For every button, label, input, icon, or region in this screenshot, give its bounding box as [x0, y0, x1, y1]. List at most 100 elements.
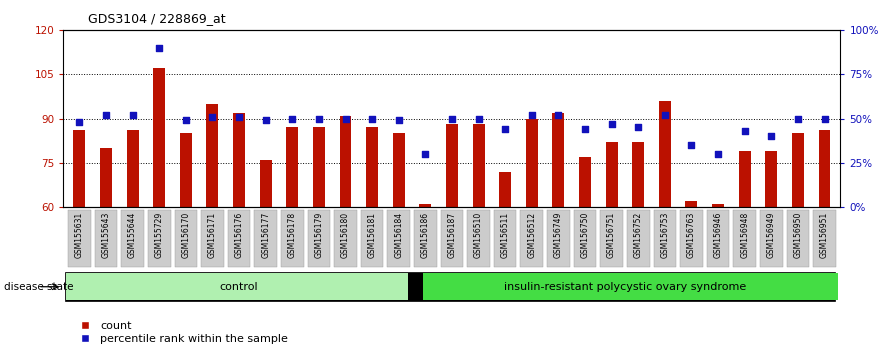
FancyBboxPatch shape: [574, 210, 596, 267]
Point: [578, 126, 592, 132]
Text: GSM155643: GSM155643: [101, 212, 110, 258]
Text: GSM156180: GSM156180: [341, 212, 350, 258]
FancyBboxPatch shape: [440, 210, 463, 267]
Point: [498, 126, 512, 132]
Bar: [605, 142, 618, 207]
FancyBboxPatch shape: [388, 210, 410, 267]
Text: GSM156753: GSM156753: [661, 212, 670, 258]
Bar: [766, 151, 777, 207]
Point: [126, 112, 140, 118]
Bar: [579, 157, 591, 207]
Bar: [206, 104, 218, 207]
Point: [285, 116, 300, 121]
Point: [72, 119, 86, 125]
Text: GSM156512: GSM156512: [528, 212, 537, 258]
FancyBboxPatch shape: [707, 210, 729, 267]
FancyBboxPatch shape: [760, 210, 782, 267]
FancyBboxPatch shape: [94, 210, 117, 267]
FancyBboxPatch shape: [228, 210, 250, 267]
Text: GSM155644: GSM155644: [128, 212, 137, 258]
Text: GSM156949: GSM156949: [766, 212, 776, 258]
Point: [99, 112, 113, 118]
Bar: [552, 113, 565, 207]
Point: [791, 116, 805, 121]
Bar: [419, 204, 432, 207]
FancyBboxPatch shape: [255, 210, 277, 267]
Point: [525, 112, 539, 118]
FancyBboxPatch shape: [65, 273, 835, 301]
Text: GSM156511: GSM156511: [500, 212, 510, 258]
Bar: [127, 130, 138, 207]
Point: [152, 45, 167, 51]
Text: GSM156179: GSM156179: [315, 212, 323, 258]
FancyBboxPatch shape: [680, 210, 703, 267]
Text: GDS3104 / 228869_at: GDS3104 / 228869_at: [88, 12, 226, 25]
Point: [818, 116, 832, 121]
Text: GSM156948: GSM156948: [740, 212, 749, 258]
Bar: [260, 160, 271, 207]
Text: GSM156187: GSM156187: [448, 212, 456, 258]
Point: [685, 142, 699, 148]
Text: GSM156177: GSM156177: [261, 212, 270, 258]
Text: GSM156951: GSM156951: [820, 212, 829, 258]
Point: [392, 118, 406, 123]
Point: [471, 116, 485, 121]
FancyBboxPatch shape: [122, 210, 144, 267]
FancyBboxPatch shape: [361, 210, 383, 267]
Text: GSM156752: GSM156752: [633, 212, 643, 258]
Text: GSM155729: GSM155729: [155, 212, 164, 258]
FancyBboxPatch shape: [467, 210, 490, 267]
FancyBboxPatch shape: [281, 210, 304, 267]
FancyBboxPatch shape: [148, 210, 171, 267]
Bar: [446, 125, 458, 207]
Text: GSM156749: GSM156749: [554, 212, 563, 258]
Bar: [233, 113, 245, 207]
Text: GSM156186: GSM156186: [421, 212, 430, 258]
FancyBboxPatch shape: [600, 210, 623, 267]
Point: [179, 118, 193, 123]
Text: GSM156171: GSM156171: [208, 212, 217, 258]
Bar: [153, 68, 166, 207]
Point: [338, 116, 352, 121]
Bar: [180, 133, 192, 207]
Point: [658, 112, 672, 118]
Point: [365, 116, 379, 121]
Point: [205, 114, 219, 120]
Bar: [500, 172, 511, 207]
Point: [232, 114, 246, 120]
Text: GSM156751: GSM156751: [607, 212, 616, 258]
Bar: [659, 101, 670, 207]
FancyBboxPatch shape: [334, 210, 357, 267]
FancyBboxPatch shape: [307, 210, 330, 267]
FancyBboxPatch shape: [201, 210, 224, 267]
FancyBboxPatch shape: [174, 210, 197, 267]
Bar: [738, 151, 751, 207]
Text: GSM156181: GSM156181: [367, 212, 376, 258]
FancyBboxPatch shape: [654, 210, 676, 267]
Bar: [366, 127, 378, 207]
Point: [552, 112, 566, 118]
Point: [737, 128, 751, 134]
Text: GSM156184: GSM156184: [394, 212, 403, 258]
Text: GSM156763: GSM156763: [687, 212, 696, 258]
Text: GSM156946: GSM156946: [714, 212, 722, 258]
Text: GSM156750: GSM156750: [581, 212, 589, 258]
FancyBboxPatch shape: [733, 210, 756, 267]
Bar: [393, 133, 404, 207]
Text: GSM156950: GSM156950: [794, 212, 803, 258]
FancyBboxPatch shape: [627, 210, 649, 267]
Bar: [526, 119, 537, 207]
Text: GSM156176: GSM156176: [234, 212, 243, 258]
Text: GSM156510: GSM156510: [474, 212, 483, 258]
FancyBboxPatch shape: [547, 210, 570, 267]
Bar: [472, 125, 485, 207]
Text: GSM155631: GSM155631: [75, 212, 84, 258]
Bar: [100, 148, 112, 207]
Point: [312, 116, 326, 121]
FancyBboxPatch shape: [423, 273, 838, 301]
Text: GSM156178: GSM156178: [288, 212, 297, 258]
FancyBboxPatch shape: [521, 210, 543, 267]
FancyBboxPatch shape: [66, 273, 408, 301]
FancyBboxPatch shape: [68, 210, 91, 267]
Point: [711, 151, 725, 157]
